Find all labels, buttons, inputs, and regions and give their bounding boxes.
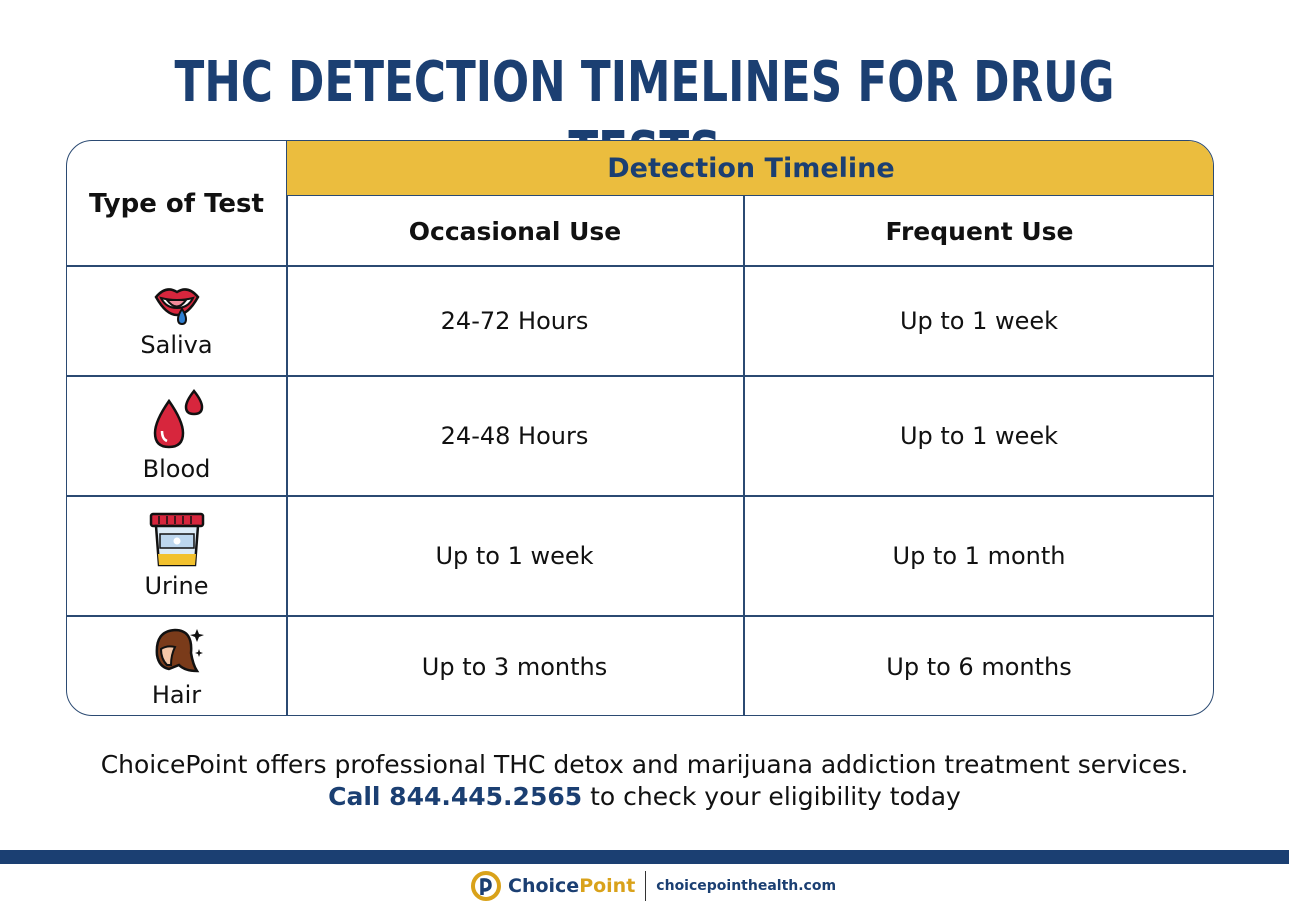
row-divider <box>67 375 1213 377</box>
saliva-frequent-value: Up to 1 week <box>899 307 1059 335</box>
frequent-use-header: Frequent Use <box>743 196 1213 266</box>
mouth-drop-icon <box>153 288 200 326</box>
table-row-blood: Blood <box>67 377 286 495</box>
test-type-label: Saliva <box>140 331 213 359</box>
column-divider <box>743 196 745 715</box>
test-type-label: Blood <box>142 455 211 483</box>
detection-table: Type of Test Detection Timeline Occasion… <box>66 140 1214 716</box>
urine-cup-icon <box>149 512 204 567</box>
row-divider <box>67 615 1213 617</box>
blood-drops-icon <box>153 389 203 449</box>
hair-occasional-value: Up to 3 months <box>421 653 608 681</box>
call-line-rest: to check your eligibility today <box>582 782 961 811</box>
saliva-occasional-value: 24-72 Hours <box>440 307 589 335</box>
test-type-label: Hair <box>151 681 202 709</box>
row-divider <box>67 265 1213 267</box>
call-line: Call 844.445.2565 to check your eligibil… <box>0 782 1289 811</box>
detection-timeline-header: Detection Timeline <box>286 141 1213 196</box>
brand-name: ChoicePoint <box>508 875 636 897</box>
brand-logo: ChoicePoint choicepointhealth.com <box>470 868 836 904</box>
hair-frequent-value: Up to 6 months <box>886 653 1072 681</box>
logo-separator <box>645 871 647 901</box>
column-divider <box>286 196 288 715</box>
table-row-urine: Urine <box>67 497 286 615</box>
hair-icon <box>155 628 204 673</box>
occasional-use-header: Occasional Use <box>286 196 743 266</box>
blood-occasional-value: 24-48 Hours <box>440 422 589 450</box>
website-link[interactable]: choicepointhealth.com <box>656 878 837 894</box>
test-type-label: Urine <box>144 572 209 600</box>
promo-text: ChoicePoint offers professional THC deto… <box>100 750 1189 779</box>
footer-bar <box>0 850 1289 864</box>
row-divider <box>67 495 1213 497</box>
phone-link[interactable]: Call 844.445.2565 <box>328 782 583 811</box>
table-row-hair: Hair <box>67 617 286 715</box>
type-of-test-header: Type of Test <box>89 188 264 219</box>
blood-frequent-value: Up to 1 week <box>899 422 1059 450</box>
choicepoint-logo-icon <box>471 871 501 901</box>
urine-frequent-value: Up to 1 month <box>892 542 1066 570</box>
table-row-saliva: Saliva <box>67 267 286 375</box>
urine-occasional-value: Up to 1 week <box>435 542 594 570</box>
